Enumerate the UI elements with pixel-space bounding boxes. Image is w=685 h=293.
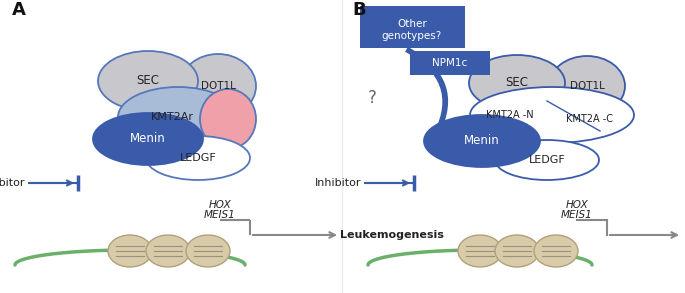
Text: Inhibitor: Inhibitor: [0, 178, 25, 188]
Text: MEIS1: MEIS1: [561, 210, 593, 220]
Text: KMT2Ar: KMT2Ar: [151, 112, 193, 122]
Text: LEDGF: LEDGF: [529, 155, 565, 165]
Ellipse shape: [424, 115, 540, 167]
Ellipse shape: [469, 55, 565, 111]
Text: Leukemogenesis: Leukemogenesis: [340, 230, 444, 240]
Text: KMT2A -C: KMT2A -C: [566, 114, 614, 124]
Ellipse shape: [186, 235, 230, 267]
Text: B: B: [352, 1, 366, 19]
Text: SEC: SEC: [506, 76, 529, 89]
Ellipse shape: [200, 89, 256, 149]
Text: Other
genotypes?: Other genotypes?: [382, 19, 442, 41]
Ellipse shape: [458, 235, 502, 267]
Ellipse shape: [146, 235, 190, 267]
Text: DOT1L: DOT1L: [569, 81, 604, 91]
Ellipse shape: [180, 54, 256, 118]
FancyBboxPatch shape: [360, 6, 465, 48]
Ellipse shape: [146, 136, 250, 180]
Text: SEC: SEC: [136, 74, 160, 88]
Ellipse shape: [118, 87, 238, 147]
Text: KMT2A -N: KMT2A -N: [486, 110, 534, 120]
Text: DOT1L: DOT1L: [201, 81, 236, 91]
Ellipse shape: [495, 140, 599, 180]
Ellipse shape: [549, 56, 625, 116]
FancyBboxPatch shape: [410, 51, 490, 75]
Ellipse shape: [98, 51, 198, 111]
Text: HOX: HOX: [209, 200, 232, 210]
Text: LEDGF: LEDGF: [179, 153, 216, 163]
Ellipse shape: [534, 235, 578, 267]
Text: A: A: [12, 1, 26, 19]
Text: MEIS1: MEIS1: [204, 210, 236, 220]
Text: NPM1c: NPM1c: [432, 58, 468, 68]
Ellipse shape: [93, 113, 203, 165]
Text: Inhibitor: Inhibitor: [314, 178, 361, 188]
Text: HOX: HOX: [566, 200, 588, 210]
Ellipse shape: [495, 235, 539, 267]
Ellipse shape: [108, 235, 152, 267]
Ellipse shape: [470, 87, 634, 143]
FancyArrowPatch shape: [405, 47, 448, 143]
Text: Menin: Menin: [464, 134, 500, 147]
Text: ?: ?: [368, 89, 377, 107]
Text: Menin: Menin: [130, 132, 166, 146]
